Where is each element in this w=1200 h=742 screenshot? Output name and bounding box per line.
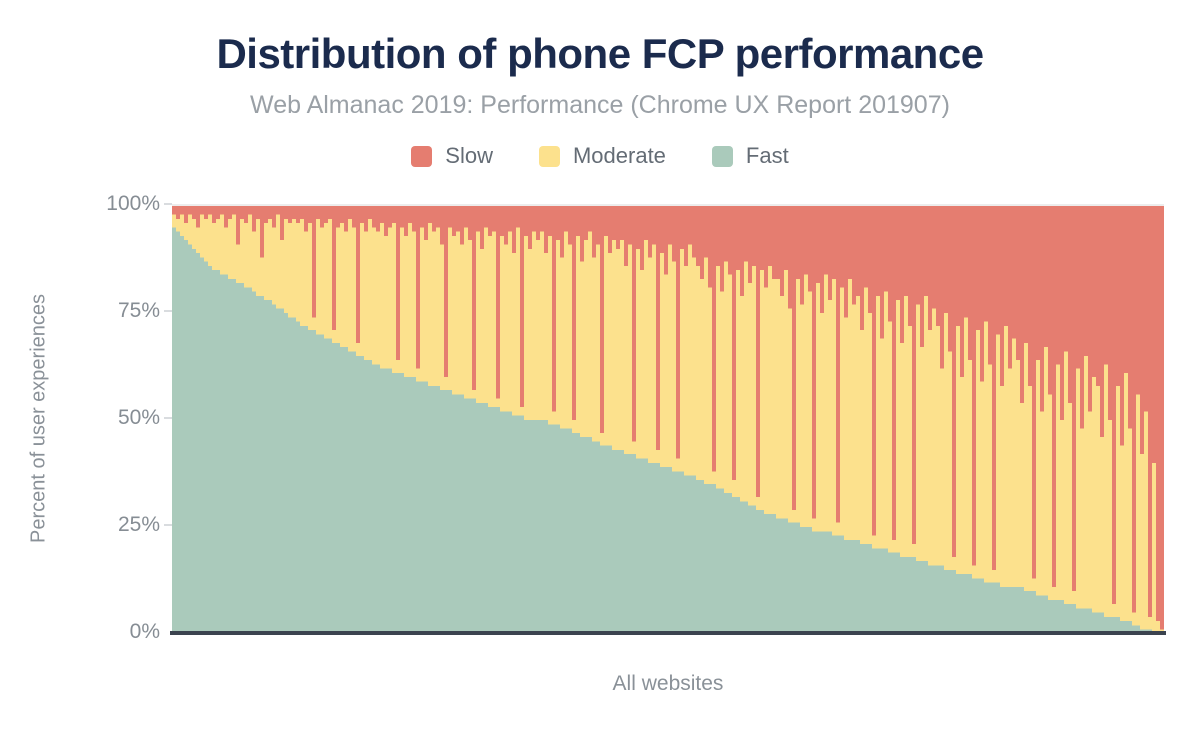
legend-label-moderate: Moderate [572, 143, 666, 168]
legend-item-fast: Fast [711, 143, 789, 169]
legend-swatch-moderate [538, 145, 560, 167]
legend-swatch-slow [411, 145, 433, 167]
legend-item-slow: Slow [411, 143, 493, 169]
chart-title: Distribution of phone FCP performance [216, 30, 984, 77]
y-tick-label-25: 25% [117, 513, 160, 536]
legend-item-moderate: Moderate [538, 143, 666, 169]
y-tick-mark [164, 524, 172, 526]
legend-label-fast: Fast [745, 143, 789, 168]
y-tick-label-0: 0% [129, 620, 160, 643]
legend-label-slow: Slow [445, 143, 493, 168]
x-axis-line [170, 631, 1166, 635]
y-tick-mark [164, 203, 172, 205]
y-tick-marks [164, 203, 172, 632]
legend: Slow Moderate Fast [0, 141, 1200, 171]
y-tick-mark [164, 310, 172, 312]
chart-subtitle: Web Almanac 2019: Performance (Chrome UX… [250, 91, 950, 119]
y-tick-label-50: 50% [117, 406, 160, 429]
y-tick-label-75: 75% [117, 299, 160, 322]
y-tick-mark [164, 417, 172, 419]
x-axis-title: All websites [612, 672, 724, 695]
legend-swatch-fast [711, 145, 733, 167]
chart-canvas [172, 206, 1164, 634]
y-axis: 100% 75% 50% 25% 0% [0, 192, 160, 643]
plot-area [172, 204, 1164, 634]
y-tick-label-100: 100% [106, 192, 160, 215]
